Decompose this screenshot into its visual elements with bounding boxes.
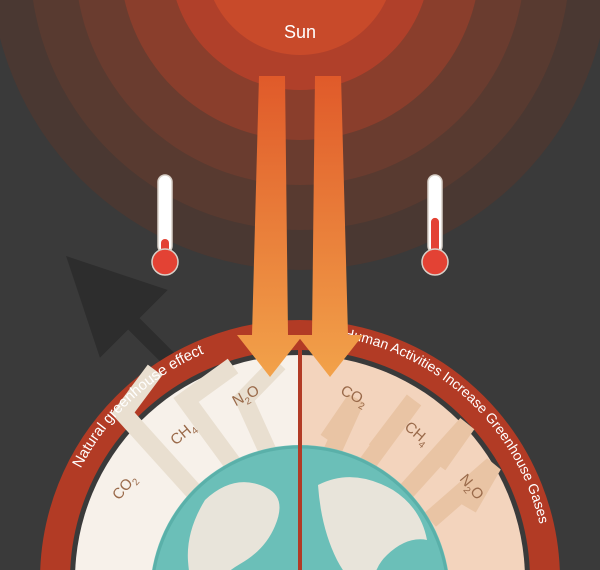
- sun-label: Sun: [284, 22, 316, 42]
- diagram-svg: Sun N2OCH4CO2CO2CH4N2O Natural greenhous…: [0, 0, 600, 570]
- greenhouse-infographic: Sun N2OCH4CO2CO2CH4N2O Natural greenhous…: [0, 0, 600, 570]
